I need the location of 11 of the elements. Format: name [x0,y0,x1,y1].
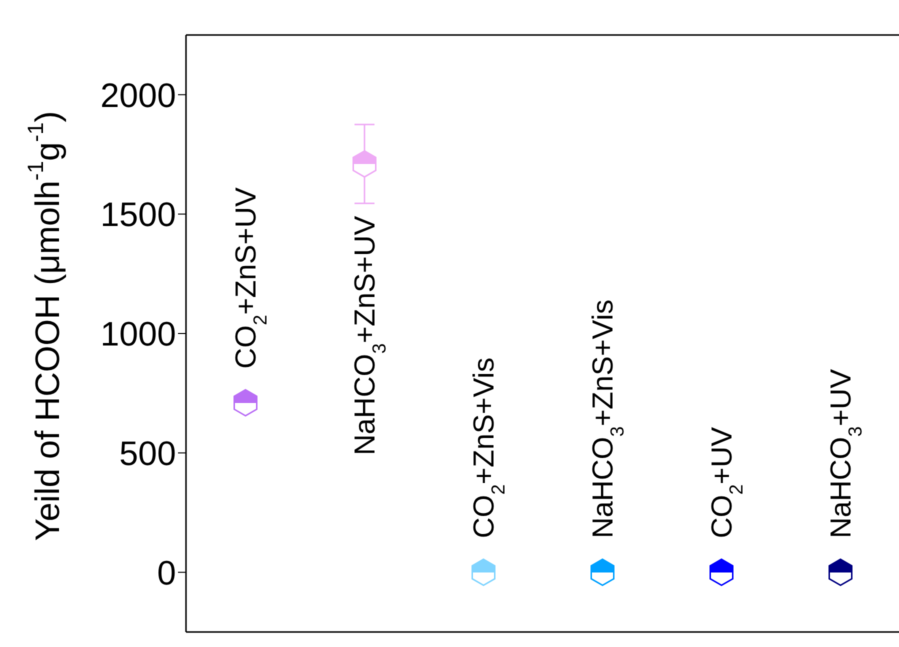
point [590,558,615,586]
y-tick-label: 1500 [100,196,176,234]
point [828,558,853,586]
point [709,558,734,586]
point [471,558,496,586]
y-tick-label: 0 [157,554,176,592]
y-tick-label: 1000 [100,316,176,354]
y-tick-label: 500 [119,434,176,473]
point [233,389,258,416]
point [352,150,377,178]
y-tick-label: 2000 [100,76,176,115]
